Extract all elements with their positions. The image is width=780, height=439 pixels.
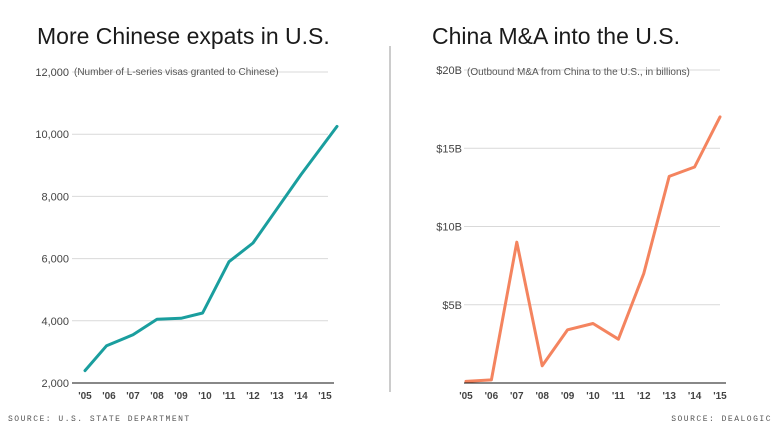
x-tick-label: '06 <box>485 391 499 402</box>
x-tick-label: '11 <box>612 391 625 402</box>
x-tick-label: '12 <box>246 391 260 402</box>
chart-subtitle: (Outbound M&A from China to the U.S., in… <box>467 67 690 78</box>
y-tick-labels: 2,000 4,000 6,000 8,000 10,000 12,000 <box>35 67 69 390</box>
x-tick-label: '14 <box>294 391 308 402</box>
series-line <box>83 124 339 373</box>
x-tick-label: '07 <box>126 391 140 402</box>
chart-ma: China M&A into the U.S. $5B$10B$15B$20B … <box>432 23 772 424</box>
x-tick-labels: '05 '06 '07 '08 '09 '10 '11 '12 '13 '14 '15 <box>78 391 332 402</box>
x-tick-label: '07 <box>510 391 524 402</box>
x-tick-label: '15 <box>318 391 332 402</box>
chart-title: More Chinese expats in U.S. <box>37 23 330 49</box>
y-tick-label: 6,000 <box>41 254 69 266</box>
x-tick-label: '14 <box>688 391 702 402</box>
y-tick-label: 8,000 <box>41 191 69 203</box>
x-tick-label: '13 <box>270 391 284 402</box>
y-tick-label: 4,000 <box>41 316 69 328</box>
y-tick-label: 12,000 <box>35 67 69 79</box>
source-note: SOURCE: DEALOGIC <box>671 415 772 424</box>
x-tick-label: '15 <box>713 391 727 402</box>
x-tick-label: '10 <box>198 391 212 402</box>
x-tick-label: '10 <box>586 391 600 402</box>
x-tick-label: '09 <box>561 391 575 402</box>
x-tick-label: '11 <box>223 391 236 402</box>
gridlines <box>464 69 720 306</box>
source-note: SOURCE: U.S. STATE DEPARTMENT <box>8 415 191 424</box>
series <box>83 124 339 373</box>
x-tick-labels: '05 '06 '07 '08 '09 '10 '11 '12 '13 '14 '15 <box>459 391 727 402</box>
x-tick-label: '12 <box>637 391 651 402</box>
y-tick-label: 10,000 <box>35 129 69 141</box>
x-tick-label: '06 <box>102 391 116 402</box>
chart-title: China M&A into the U.S. <box>432 23 680 49</box>
y-tick-label: $15B <box>436 143 462 155</box>
series-line <box>464 115 722 383</box>
chart-subtitle: (Number of L-series visas granted to Chi… <box>74 67 279 78</box>
y-tick-label: $5B <box>442 300 462 312</box>
gridlines <box>72 71 328 322</box>
y-tick-labels: $5B $10B $15B $20B <box>436 65 462 312</box>
x-tick-label: '13 <box>662 391 676 402</box>
chart-expats: More Chinese expats in U.S. 2,000 4,000 6,… <box>8 23 339 424</box>
x-tick-label: '08 <box>535 391 549 402</box>
series <box>464 115 722 383</box>
x-tick-label: '05 <box>78 391 92 402</box>
x-tick-label: '05 <box>459 391 473 402</box>
x-tick-label: '09 <box>174 391 188 402</box>
y-tick-label: $20B <box>436 65 462 77</box>
y-tick-label: 2,000 <box>41 378 69 390</box>
y-tick-label: $10B <box>436 222 462 234</box>
x-tick-label: '08 <box>150 391 164 402</box>
